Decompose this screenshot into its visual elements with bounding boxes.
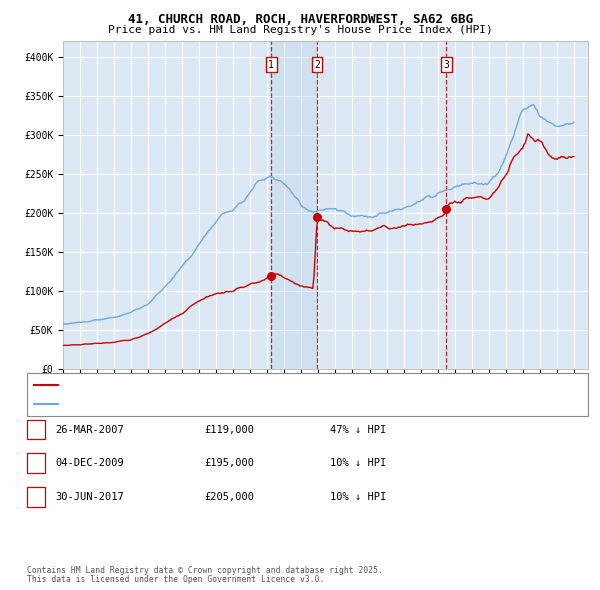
Bar	[271, 41, 317, 369]
Text: 10% ↓ HPI: 10% ↓ HPI	[330, 458, 386, 468]
Text: Contains HM Land Registry data © Crown copyright and database right 2025.: Contains HM Land Registry data © Crown c…	[27, 566, 383, 575]
Text: 10% ↓ HPI: 10% ↓ HPI	[330, 492, 386, 502]
Text: 41, CHURCH ROAD, ROCH, HAVERFORDWEST, SA62 6BG: 41, CHURCH ROAD, ROCH, HAVERFORDWEST, SA…	[128, 13, 473, 26]
Text: 04-DEC-2009: 04-DEC-2009	[55, 458, 124, 468]
Text: 3: 3	[33, 492, 39, 502]
Text: £195,000: £195,000	[204, 458, 254, 468]
Text: £119,000: £119,000	[204, 425, 254, 434]
Text: Price paid vs. HM Land Registry's House Price Index (HPI): Price paid vs. HM Land Registry's House …	[107, 25, 493, 35]
Text: 1: 1	[268, 60, 274, 70]
Text: 3: 3	[443, 60, 449, 70]
Text: 26-MAR-2007: 26-MAR-2007	[55, 425, 124, 434]
Text: 41, CHURCH ROAD, ROCH, HAVERFORDWEST, SA62 6BG (detached house): 41, CHURCH ROAD, ROCH, HAVERFORDWEST, SA…	[61, 381, 400, 389]
Text: 1: 1	[33, 425, 39, 434]
Text: HPI: Average price, detached house, Pembrokeshire: HPI: Average price, detached house, Pemb…	[61, 400, 325, 409]
Text: £205,000: £205,000	[204, 492, 254, 502]
Text: 30-JUN-2017: 30-JUN-2017	[55, 492, 124, 502]
Text: 2: 2	[33, 458, 39, 468]
Text: 47% ↓ HPI: 47% ↓ HPI	[330, 425, 386, 434]
Text: This data is licensed under the Open Government Licence v3.0.: This data is licensed under the Open Gov…	[27, 575, 325, 584]
Text: 2: 2	[314, 60, 320, 70]
